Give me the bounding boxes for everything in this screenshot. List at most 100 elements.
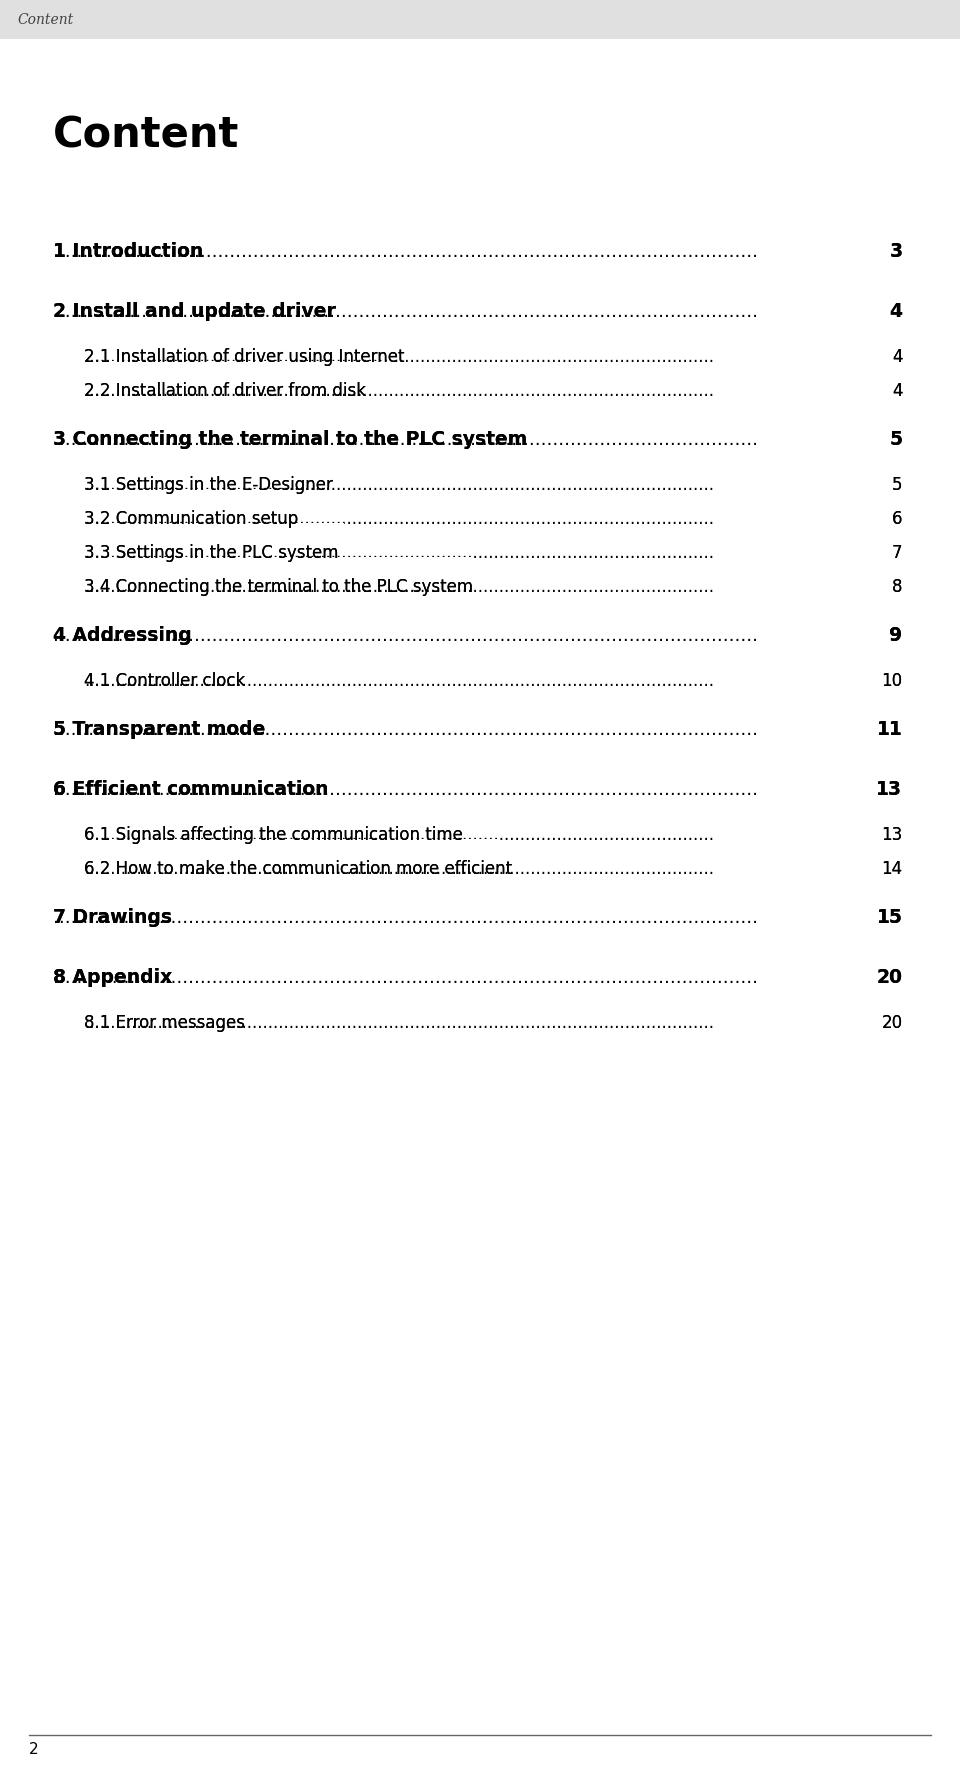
- Bar: [893, 523, 912, 547]
- Text: 8 Appendix: 8 Appendix: [53, 968, 172, 987]
- Text: 6: 6: [892, 511, 902, 529]
- Text: 4: 4: [889, 301, 902, 321]
- Text: 1 Introduction: 1 Introduction: [53, 242, 204, 262]
- Bar: [893, 557, 912, 581]
- Bar: [84, 455, 345, 478]
- Bar: [883, 839, 912, 864]
- Text: ................................................................................: ........................................…: [84, 826, 714, 844]
- Text: ................................................................................: ........................................…: [84, 860, 714, 878]
- Text: 11: 11: [876, 720, 902, 738]
- Text: 4 Addressing: 4 Addressing: [53, 625, 192, 645]
- Text: 3.1 Settings in the E-Designer: 3.1 Settings in the E-Designer: [84, 477, 333, 495]
- Text: 4: 4: [892, 382, 902, 400]
- Text: ................................................................................: ........................................…: [53, 301, 757, 321]
- Bar: [893, 455, 912, 478]
- Text: 13: 13: [876, 780, 902, 799]
- Text: 6: 6: [892, 511, 902, 529]
- Bar: [892, 280, 912, 306]
- Bar: [53, 219, 189, 246]
- Text: 13: 13: [876, 780, 902, 799]
- Text: ................................................................................: ........................................…: [84, 382, 714, 400]
- Text: 2 Install and update driver: 2 Install and update driver: [53, 301, 336, 321]
- Text: 8: 8: [892, 579, 902, 597]
- Text: 3.2 Communication setup: 3.2 Communication setup: [84, 511, 299, 529]
- Bar: [892, 407, 912, 434]
- Text: ................................................................................: ........................................…: [84, 477, 714, 495]
- Bar: [53, 602, 170, 629]
- Bar: [881, 944, 912, 971]
- Text: 5: 5: [889, 430, 902, 450]
- Bar: [881, 697, 912, 724]
- Text: ................................................................................: ........................................…: [84, 545, 714, 563]
- Text: ................................................................................: ........................................…: [84, 511, 714, 529]
- Text: 9: 9: [889, 625, 902, 645]
- Text: 6 Efficient communication: 6 Efficient communication: [53, 780, 328, 799]
- Text: 14: 14: [881, 860, 902, 878]
- Bar: [893, 362, 912, 385]
- Bar: [883, 650, 912, 676]
- Text: 2.2 Installation of driver from disk: 2.2 Installation of driver from disk: [84, 382, 367, 400]
- Text: 3.3 Settings in the PLC system: 3.3 Settings in the PLC system: [84, 545, 339, 563]
- Text: 13: 13: [881, 826, 902, 844]
- Text: 2: 2: [29, 1742, 38, 1756]
- Text: 5: 5: [889, 430, 902, 450]
- Text: 7 Drawings: 7 Drawings: [53, 909, 172, 926]
- Text: ................................................................................: ........................................…: [84, 579, 714, 597]
- Bar: [84, 993, 241, 1018]
- Text: 6 Efficient communication: 6 Efficient communication: [53, 780, 328, 799]
- Text: Content: Content: [53, 115, 239, 156]
- Text: 3 Connecting the terminal to the PLC system: 3 Connecting the terminal to the PLC sys…: [53, 430, 527, 450]
- Text: ................................................................................: ........................................…: [84, 348, 714, 366]
- Text: 20: 20: [881, 1014, 902, 1032]
- Text: 4: 4: [889, 301, 902, 321]
- Text: 4 Addressing: 4 Addressing: [53, 625, 192, 645]
- Bar: [84, 523, 345, 547]
- Text: ................................................................................: ........................................…: [53, 780, 757, 799]
- Bar: [53, 944, 151, 971]
- Bar: [893, 489, 912, 513]
- Text: 4: 4: [892, 382, 902, 400]
- Text: 4: 4: [892, 348, 902, 366]
- Text: 3: 3: [889, 242, 902, 262]
- Text: 6.2 How to make the communication more efficient: 6.2 How to make the communication more e…: [84, 860, 513, 878]
- Text: 3.3 Settings in the PLC system: 3.3 Settings in the PLC system: [84, 545, 339, 563]
- Bar: [84, 805, 466, 830]
- Text: ................................................................................: ........................................…: [53, 720, 757, 738]
- Text: 4.1 Controller clock: 4.1 Controller clock: [84, 672, 246, 690]
- Text: ................................................................................: ........................................…: [53, 430, 757, 450]
- Text: 3 Connecting the terminal to the PLC system: 3 Connecting the terminal to the PLC sys…: [53, 430, 527, 450]
- Bar: [53, 756, 297, 783]
- Text: 3.1 Settings in the E-Designer: 3.1 Settings in the E-Designer: [84, 477, 333, 495]
- Text: ................................................................................: ........................................…: [84, 672, 714, 690]
- Text: 6.1 Signals affecting the communication time: 6.1 Signals affecting the communication …: [84, 826, 464, 844]
- Text: 5: 5: [892, 477, 902, 495]
- Text: 2 Install and update driver: 2 Install and update driver: [53, 301, 336, 321]
- Text: 9: 9: [889, 625, 902, 645]
- Bar: [0, 0, 960, 39]
- Text: 20: 20: [881, 1014, 902, 1032]
- Bar: [53, 280, 316, 306]
- Text: 4: 4: [892, 348, 902, 366]
- Text: 8.1 Error messages: 8.1 Error messages: [84, 1014, 246, 1032]
- Bar: [84, 489, 284, 513]
- Text: 10: 10: [881, 672, 902, 690]
- Text: 3: 3: [889, 242, 902, 262]
- Bar: [893, 328, 912, 351]
- Bar: [84, 362, 396, 385]
- Bar: [53, 697, 228, 724]
- Bar: [53, 885, 151, 912]
- Text: 5 Transparent mode: 5 Transparent mode: [53, 720, 265, 738]
- Text: 7: 7: [892, 545, 902, 563]
- Bar: [84, 328, 440, 351]
- Text: ................................................................................: ........................................…: [53, 909, 757, 926]
- Text: 2.2 Installation of driver from disk: 2.2 Installation of driver from disk: [84, 382, 367, 400]
- Text: 5: 5: [892, 477, 902, 495]
- Text: 11: 11: [876, 720, 902, 738]
- Text: Content: Content: [17, 13, 74, 27]
- Text: 1 Introduction: 1 Introduction: [53, 242, 204, 262]
- Text: 7: 7: [892, 545, 902, 563]
- Text: 15: 15: [876, 909, 902, 926]
- Bar: [881, 756, 912, 783]
- Bar: [883, 993, 912, 1018]
- Bar: [53, 407, 472, 434]
